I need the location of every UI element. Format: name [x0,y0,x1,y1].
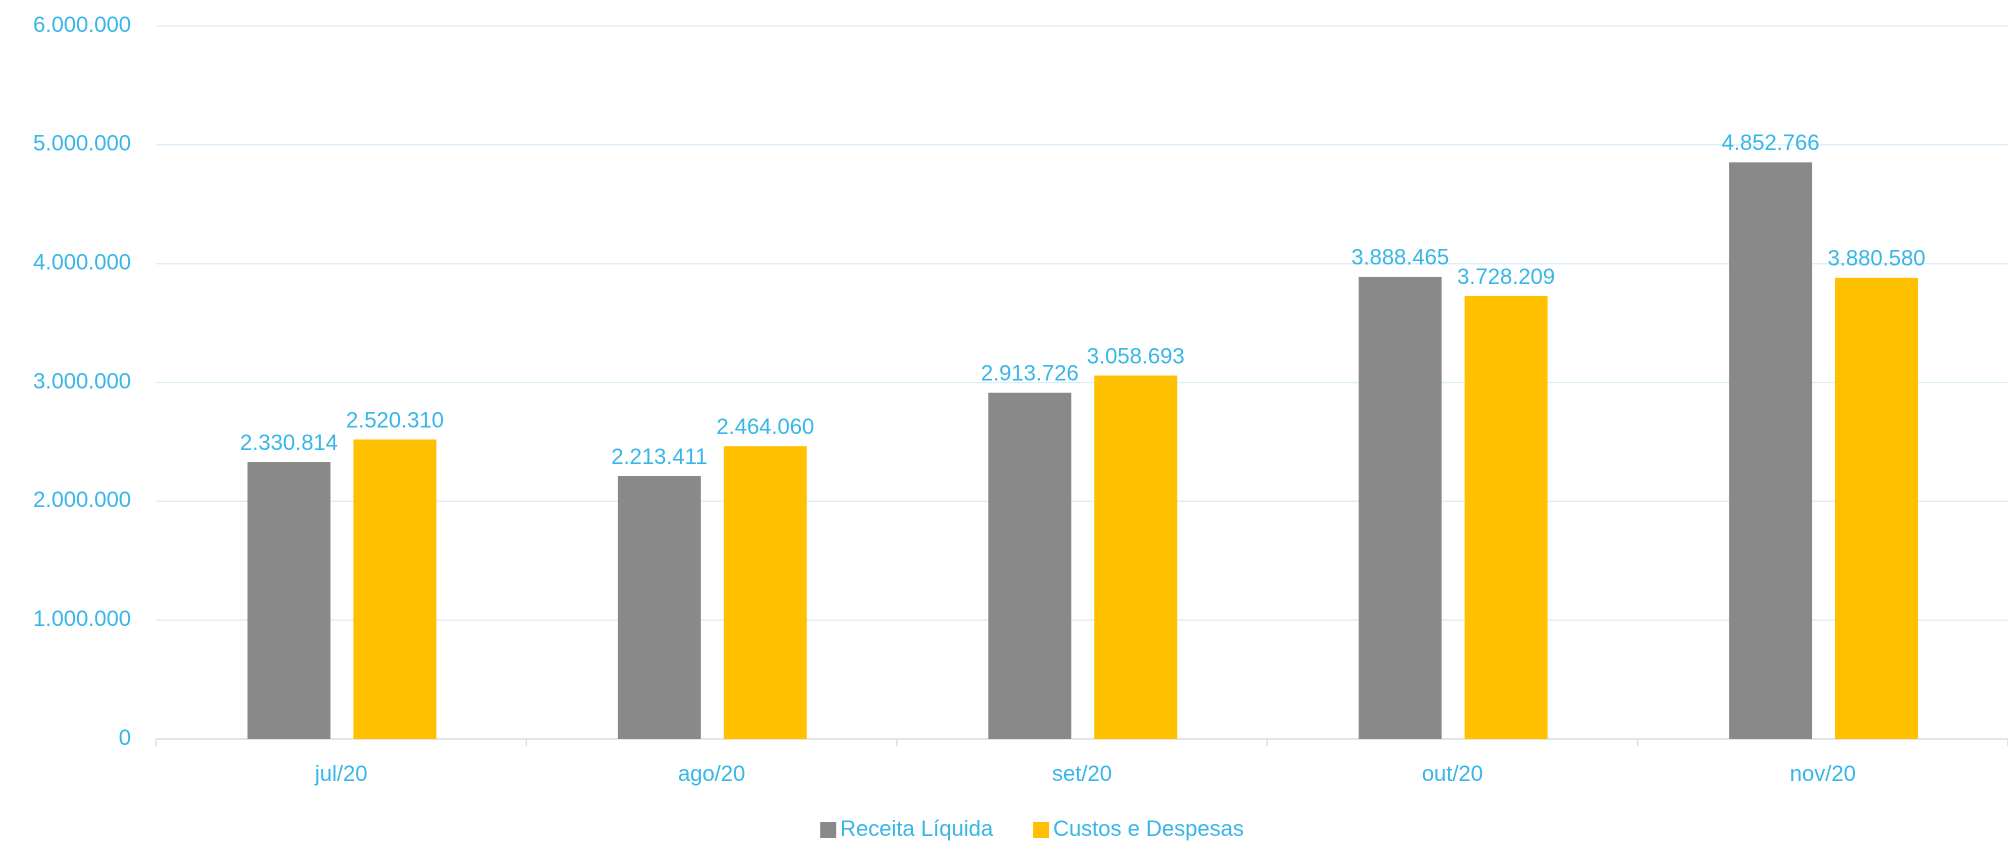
bar [617,475,701,739]
value-label: 2.913.726 [981,361,1079,386]
value-label: 2.464.060 [716,414,814,439]
bar [1464,295,1548,739]
value-label: 2.520.310 [346,407,444,432]
value-label: 4.852.766 [1722,130,1820,155]
legend-swatch [1033,822,1050,838]
bar [1729,162,1813,739]
y-tick-label: 5.000.000 [33,131,131,156]
bar [1358,276,1442,739]
x-tick-label: nov/20 [1790,761,1856,786]
x-tick-label: ago/20 [678,761,745,786]
y-tick-label: 1.000.000 [33,606,131,631]
x-tick-label: jul/20 [314,761,368,786]
y-tick-label: 0 [119,725,131,750]
legend-label: Custos e Despesas [1053,816,1244,841]
y-tick-label: 2.000.000 [33,487,131,512]
bar [247,462,331,739]
y-tick-label: 4.000.000 [33,249,131,274]
x-tick-label: out/20 [1422,761,1483,786]
bar [353,439,437,739]
value-label: 3.728.209 [1457,264,1555,289]
bar [1094,375,1178,739]
x-tick-label: set/20 [1052,761,1112,786]
y-tick-label: 6.000.000 [33,12,131,37]
bar [988,392,1072,739]
value-label: 2.330.814 [240,430,338,455]
bar [1835,277,1918,739]
y-tick-label: 3.000.000 [33,368,131,393]
legend-swatch [820,822,837,838]
value-label: 3.888.465 [1351,245,1449,270]
value-label: 3.058.693 [1087,343,1185,368]
legend-label: Receita Líquida [840,816,994,841]
value-label: 3.880.580 [1828,246,1926,271]
value-label: 2.213.411 [611,444,707,469]
bar [723,446,807,739]
